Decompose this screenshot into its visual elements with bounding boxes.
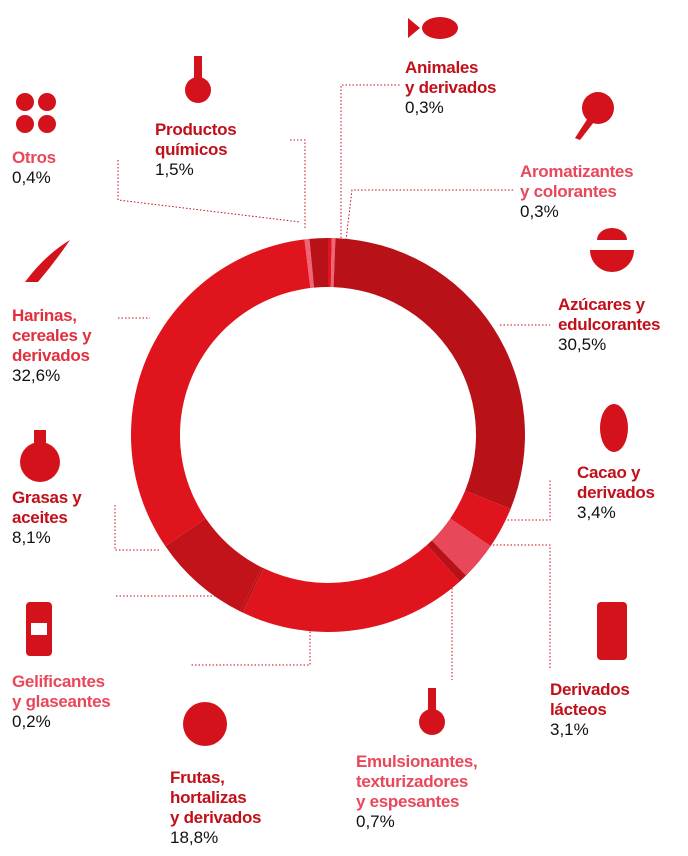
- value-label: 30,5%: [558, 335, 607, 354]
- value-label: 8,1%: [12, 528, 51, 547]
- leader-line: [465, 544, 551, 670]
- donut-segment: [130, 239, 311, 547]
- flask-icon: [185, 77, 211, 103]
- jar-icon: [31, 623, 47, 635]
- leader-line: [490, 480, 551, 521]
- fish-icon: [422, 17, 458, 39]
- donut-segment: [304, 238, 315, 289]
- segment-label: Emulsionantes, texturizadores y espesant…: [356, 752, 478, 832]
- cacao-icon: [600, 404, 628, 452]
- category-name: Animales y derivados: [405, 58, 497, 97]
- value-label: 0,7%: [356, 812, 395, 831]
- milk-icon: [597, 602, 627, 660]
- segment-label: Harinas, cereales y derivados 32,6%: [12, 306, 92, 386]
- value-label: 0,4%: [12, 168, 51, 187]
- otros-icon: [16, 93, 34, 111]
- leader-line: [340, 84, 400, 238]
- category-name: Productos químicos: [155, 120, 237, 159]
- donut-segment: [240, 567, 264, 613]
- otros-icon: [38, 115, 56, 133]
- oil-icon: [20, 442, 60, 482]
- dropper-icon: [582, 92, 614, 124]
- flask-icon: [419, 709, 445, 735]
- category-name: Emulsionantes, texturizadores y espesant…: [356, 752, 478, 811]
- segment-label: Productos químicos 1,5%: [155, 120, 237, 180]
- wheat-icon: [25, 240, 70, 282]
- value-label: 0,2%: [12, 712, 51, 731]
- otros-icon: [16, 115, 34, 133]
- flask-icon: [428, 688, 436, 710]
- donut-segment: [242, 545, 460, 633]
- bowl-icon: [600, 262, 624, 268]
- donut-segment: [330, 238, 336, 288]
- value-label: 3,4%: [577, 503, 616, 522]
- segment-label: Grasas y aceites 8,1%: [12, 488, 82, 548]
- icons: [16, 17, 634, 746]
- segment-label: Cacao y derivados 3,4%: [577, 463, 655, 523]
- donut-segment: [309, 238, 328, 288]
- category-name: Grasas y aceites: [12, 488, 82, 527]
- value-label: 32,6%: [12, 366, 61, 385]
- segment-label: Aromatizantes y colorantes 0,3%: [520, 162, 634, 222]
- fish-icon: [408, 18, 420, 38]
- category-name: Harinas, cereales y derivados: [12, 306, 92, 365]
- donut-segment: [333, 238, 525, 510]
- category-name: Otros: [12, 148, 56, 167]
- value-label: 0,3%: [405, 98, 444, 117]
- category-name: Cacao y derivados: [577, 463, 655, 502]
- leader-line: [117, 160, 301, 223]
- category-name: Derivados lácteos: [550, 680, 630, 719]
- leader-line: [114, 505, 160, 551]
- value-label: 0,3%: [520, 202, 559, 221]
- segment-label: Frutas, hortalizas y derivados 18,8%: [170, 768, 262, 848]
- donut-segment: [450, 490, 511, 547]
- segment-label: Gelificantes y glaseantes 0,2%: [12, 672, 111, 732]
- category-name: Frutas, hortalizas y derivados: [170, 768, 262, 827]
- donut-segment: [165, 518, 262, 612]
- category-name: Aromatizantes y colorantes: [520, 162, 634, 201]
- category-name: Gelificantes y glaseantes: [12, 672, 111, 711]
- leader-line: [345, 189, 515, 241]
- bowl-icon: [590, 228, 634, 272]
- value-label: 18,8%: [170, 828, 219, 847]
- value-label: 1,5%: [155, 160, 194, 179]
- donut-segment: [328, 238, 332, 288]
- tomato-icon: [183, 702, 227, 746]
- oil-icon: [34, 430, 46, 444]
- leader-line: [290, 139, 306, 228]
- otros-icon: [38, 93, 56, 111]
- segment-label: Derivados lácteos 3,1%: [550, 680, 630, 740]
- value-label: 3,1%: [550, 720, 589, 739]
- segment-label: Otros 0,4%: [12, 148, 56, 188]
- donut-segment: [426, 540, 467, 582]
- donut-segment: [431, 518, 491, 576]
- flask-icon: [194, 56, 202, 78]
- dropper-icon: [575, 118, 594, 140]
- segment-label: Animales y derivados 0,3%: [405, 58, 497, 118]
- category-name: Azúcares y edulcorantes: [558, 295, 661, 334]
- segment-label: Azúcares y edulcorantes 30,5%: [558, 295, 661, 355]
